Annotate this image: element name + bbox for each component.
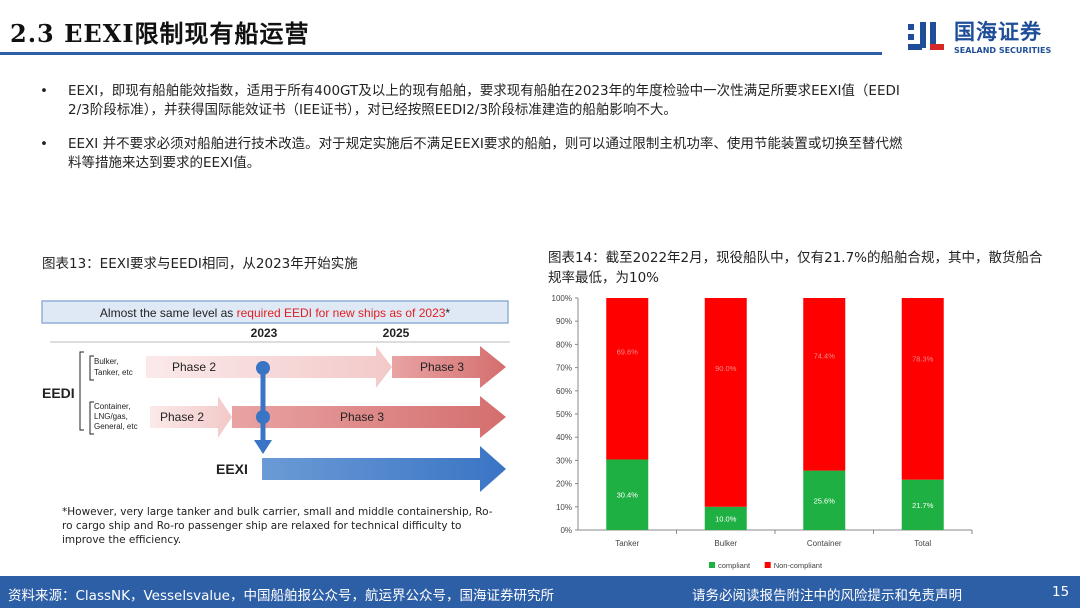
eexi-eedi-diagram: Almost the same level as required EEDI f… (41, 300, 510, 492)
compliance-stacked-bar-chart: 0% 10% 20% 30% 40% 50% 60% 70% 80% 90% 100% 30.4% 69… (552, 294, 973, 570)
svg-text:Almost the same level as requi: Almost the same level as required EEDI f… (100, 306, 451, 320)
bar-value-label: 30.4% (617, 491, 639, 500)
disclaimer-link[interactable]: 请务必阅读报告附注中的风险提示和免责声明 (692, 588, 962, 604)
bar-segment-compliant (704, 506, 747, 530)
banner-highlight: required EEDI for new ships as of 2023 (237, 306, 446, 320)
legend-swatch (764, 562, 771, 568)
page-number: 15 (1052, 584, 1070, 600)
eexi-label: EEXI (216, 461, 248, 477)
bullet-dot: • (40, 83, 48, 99)
source-note: 资料来源：ClassNK，Vesselsvalue，中国船舶报公众号，航运界公众… (8, 588, 554, 604)
bullet-text: EEXI，即现有船舶能效指数，适用于所有400GT及以上的现有船舶，要求现有船舶… (68, 83, 900, 118)
legend-label: Non-compliant (774, 561, 823, 570)
x-tick-label: Container (807, 539, 842, 548)
y-tick-label: 80% (556, 340, 572, 349)
year-2025-label: 2025 (383, 326, 410, 340)
y-tick-label: 40% (556, 433, 572, 442)
row2-phase3-label: Phase 3 (340, 410, 384, 424)
logo-chinese-name: 国海证券 (954, 20, 1042, 44)
bar-segment-non-compliant (704, 298, 747, 507)
group2-label: Container, LNG/gas, General, etc (94, 402, 138, 431)
row2-phase2-arrow (150, 396, 232, 438)
diagram-footnote: *However, very large tanker and bulk car… (62, 506, 493, 546)
y-tick-label: 10% (556, 503, 572, 512)
bar-segment-compliant (606, 459, 649, 530)
figure13-caption: 图表13：EEXI要求与EEDI相同，从2023年开始实施 (42, 256, 358, 272)
y-tick-label: 0% (560, 526, 572, 535)
footer-bar: 资料来源：ClassNK，Vesselsvalue，中国船舶报公众号，航运界公众… (0, 576, 1080, 608)
x-tick-label: Tanker (615, 539, 639, 548)
legend-label: compliant (718, 561, 751, 570)
bar-value-label: 78.3% (912, 355, 934, 364)
bar-value-label: 10.0% (715, 514, 737, 523)
timeline-dot (256, 361, 270, 375)
eexi-arrow (262, 446, 506, 492)
row1-phase3-arrow (392, 346, 506, 388)
bar-segment-non-compliant (606, 298, 649, 460)
bullet-item: • EEXI 并不要求必须对船舶进行技术改造。对于规定实施后不满足EEXI要求的… (40, 135, 910, 173)
timeline-dot (256, 410, 270, 424)
bullet-dot: • (40, 136, 48, 152)
bar-value-label: 74.4% (814, 351, 836, 360)
y-tick-label: 100% (552, 294, 572, 303)
row1-phase2-label: Phase 2 (172, 360, 216, 374)
bar-segment-non-compliant (803, 298, 846, 471)
x-tick-label: Total (914, 539, 931, 548)
bar-segment-compliant (901, 479, 944, 530)
bar-value-label: 25.6% (814, 496, 836, 505)
diagram-banner (41, 300, 509, 324)
row1-phase3-label: Phase 3 (420, 360, 464, 374)
company-logo: 国海证券 SEALAND SECURITIES (906, 14, 1066, 62)
eedi-label: EEDI (42, 385, 75, 401)
bullet-item: • EEXI，即现有船舶能效指数，适用于所有400GT及以上的现有船舶，要求现有… (40, 82, 910, 120)
bullet-list: • EEXI，即现有船舶能效指数，适用于所有400GT及以上的现有船舶，要求现有… (40, 82, 910, 188)
bar-value-label: 69.6% (617, 348, 639, 357)
banner-text: Almost the same level as (100, 306, 237, 320)
row2-phase2-label: Phase 2 (160, 410, 204, 424)
bar-value-label: 90.0% (715, 364, 737, 373)
legend-swatch (709, 562, 715, 568)
bar-value-label: 21.7% (912, 501, 934, 510)
year-2023-label: 2023 (251, 326, 278, 340)
y-tick-label: 20% (556, 480, 572, 489)
logo-english-name: SEALAND SECURITIES (954, 46, 1052, 55)
bullet-text: EEXI 并不要求必须对船舶进行技术改造。对于规定实施后不满足EEXI要求的船舶… (68, 136, 903, 171)
group1-label: Bulker, Tanker, etc (94, 357, 133, 377)
x-tick-label: Bulker (714, 539, 737, 548)
header-divider (0, 52, 882, 55)
sealand-logo-icon (908, 22, 944, 50)
y-tick-label: 30% (556, 456, 572, 465)
y-tick-label: 50% (556, 410, 572, 419)
figure14-caption: 图表14：截至2022年2月，现役船队中，仅有21.7%的船舶合规，其中，散货船… (548, 250, 1043, 286)
y-tick-label: 90% (556, 317, 572, 326)
page-title: 2.3 EEXI限制现有船运营 (10, 19, 310, 48)
bar-segment-compliant (803, 470, 846, 530)
y-tick-label: 70% (556, 364, 572, 373)
y-tick-label: 60% (556, 387, 572, 396)
bar-segment-non-compliant (901, 298, 944, 480)
row2-phase3-arrow (232, 396, 506, 438)
banner-asterisk: * (445, 306, 450, 320)
